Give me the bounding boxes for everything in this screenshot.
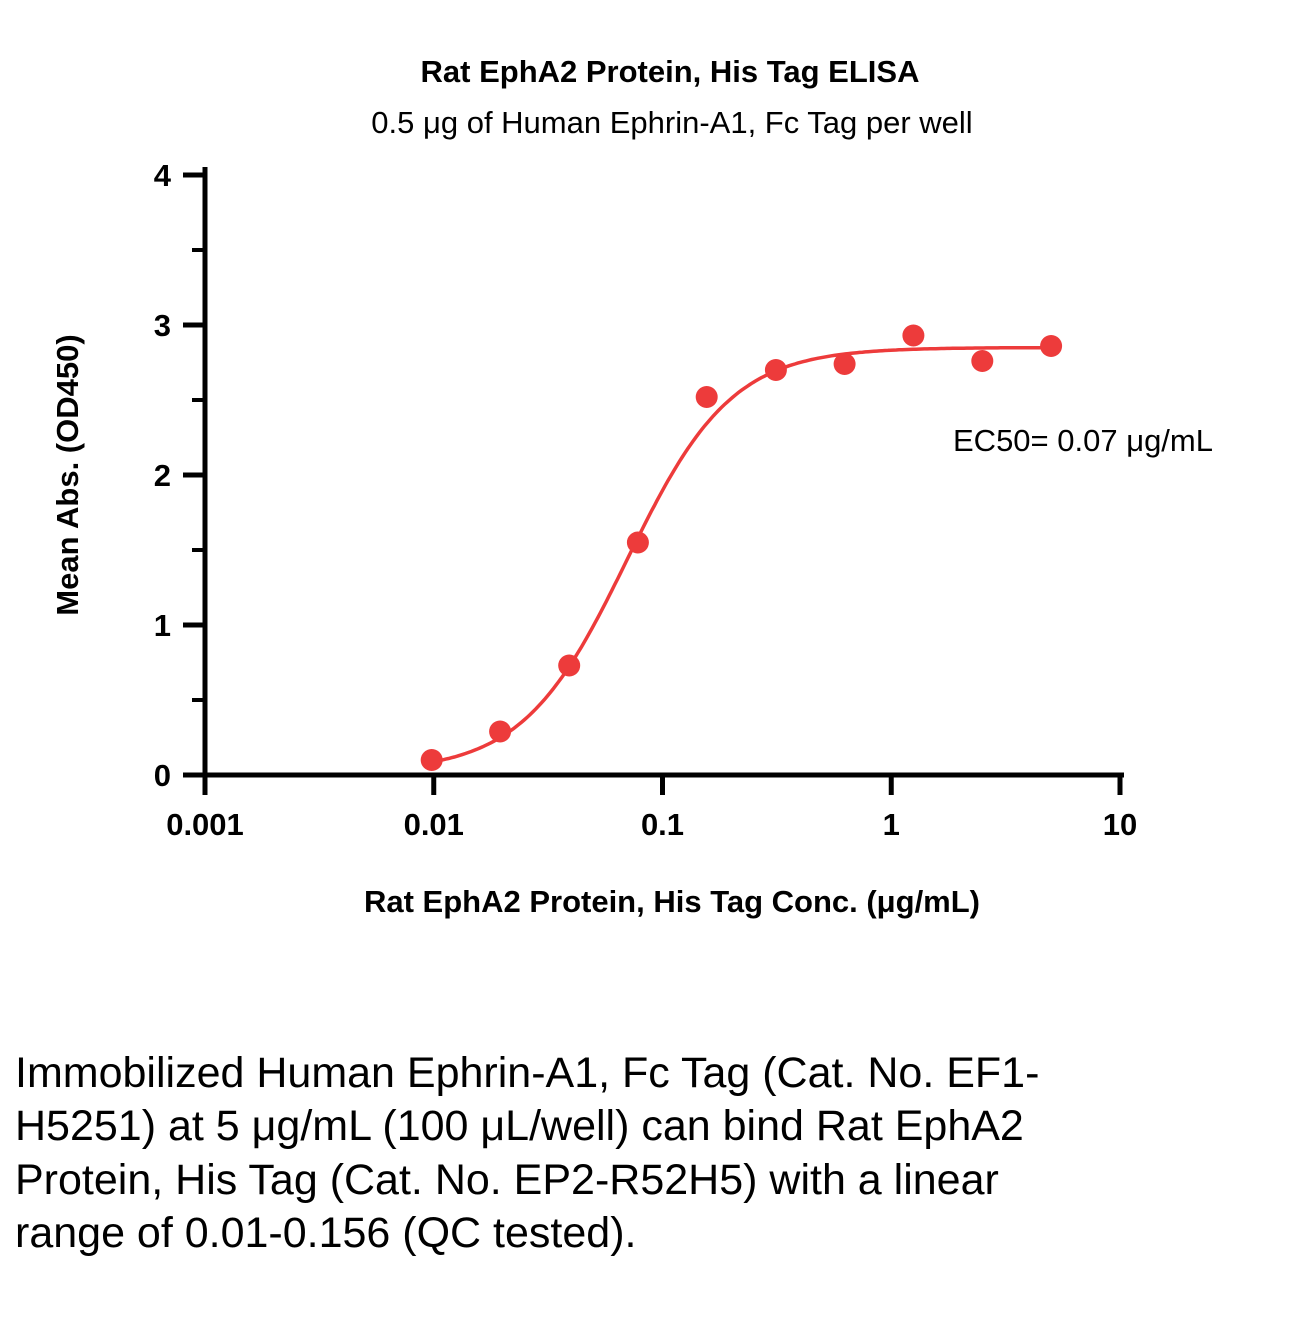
data-point [489, 720, 512, 743]
tick-labels: 0 1 2 3 4 0.001 0.01 0.1 1 10 [154, 158, 1137, 842]
data-point [420, 749, 443, 771]
fit-curve [431, 345, 1052, 764]
data-point [971, 350, 994, 372]
figure-caption: Immobilized Human Ephrin-A1, Fc Tag (Cat… [15, 1049, 1040, 1257]
y-axis-label: Mean Abs. (OD450) [50, 334, 85, 615]
data-point [833, 353, 856, 375]
y-tick-label: 4 [154, 158, 172, 193]
ec50-annotation: EC50= 0.07 μg/mL [953, 423, 1213, 458]
chart-subtitle: 0.5 μg of Human Ephrin-A1, Fc Tag per we… [371, 105, 972, 140]
data-point [902, 324, 925, 347]
x-tick-label: 1 [883, 807, 900, 842]
x-tick-label: 0.001 [166, 807, 244, 842]
data-point [558, 654, 581, 677]
data-point [1040, 335, 1063, 357]
data-points [420, 324, 1063, 771]
axes [202, 167, 1124, 778]
x-tick-label: 0.01 [404, 807, 464, 842]
x-tick-label: 0.1 [641, 807, 684, 842]
y-tick-label: 0 [154, 758, 171, 793]
elisa-chart: Rat EphA2 Protein, His Tag ELISA 0.5 μg … [50, 54, 1213, 919]
data-point [764, 359, 787, 381]
y-tick-label: 2 [154, 458, 171, 493]
tick-marks [183, 172, 1123, 795]
chart-title: Rat EphA2 Protein, His Tag ELISA [421, 54, 920, 89]
x-axis-label: Rat EphA2 Protein, His Tag Conc. (μg/mL) [364, 884, 980, 919]
y-tick-label: 3 [154, 308, 171, 343]
data-point [695, 386, 718, 408]
y-tick-label: 1 [154, 608, 171, 643]
data-point [626, 531, 649, 554]
x-tick-label: 10 [1103, 807, 1137, 842]
